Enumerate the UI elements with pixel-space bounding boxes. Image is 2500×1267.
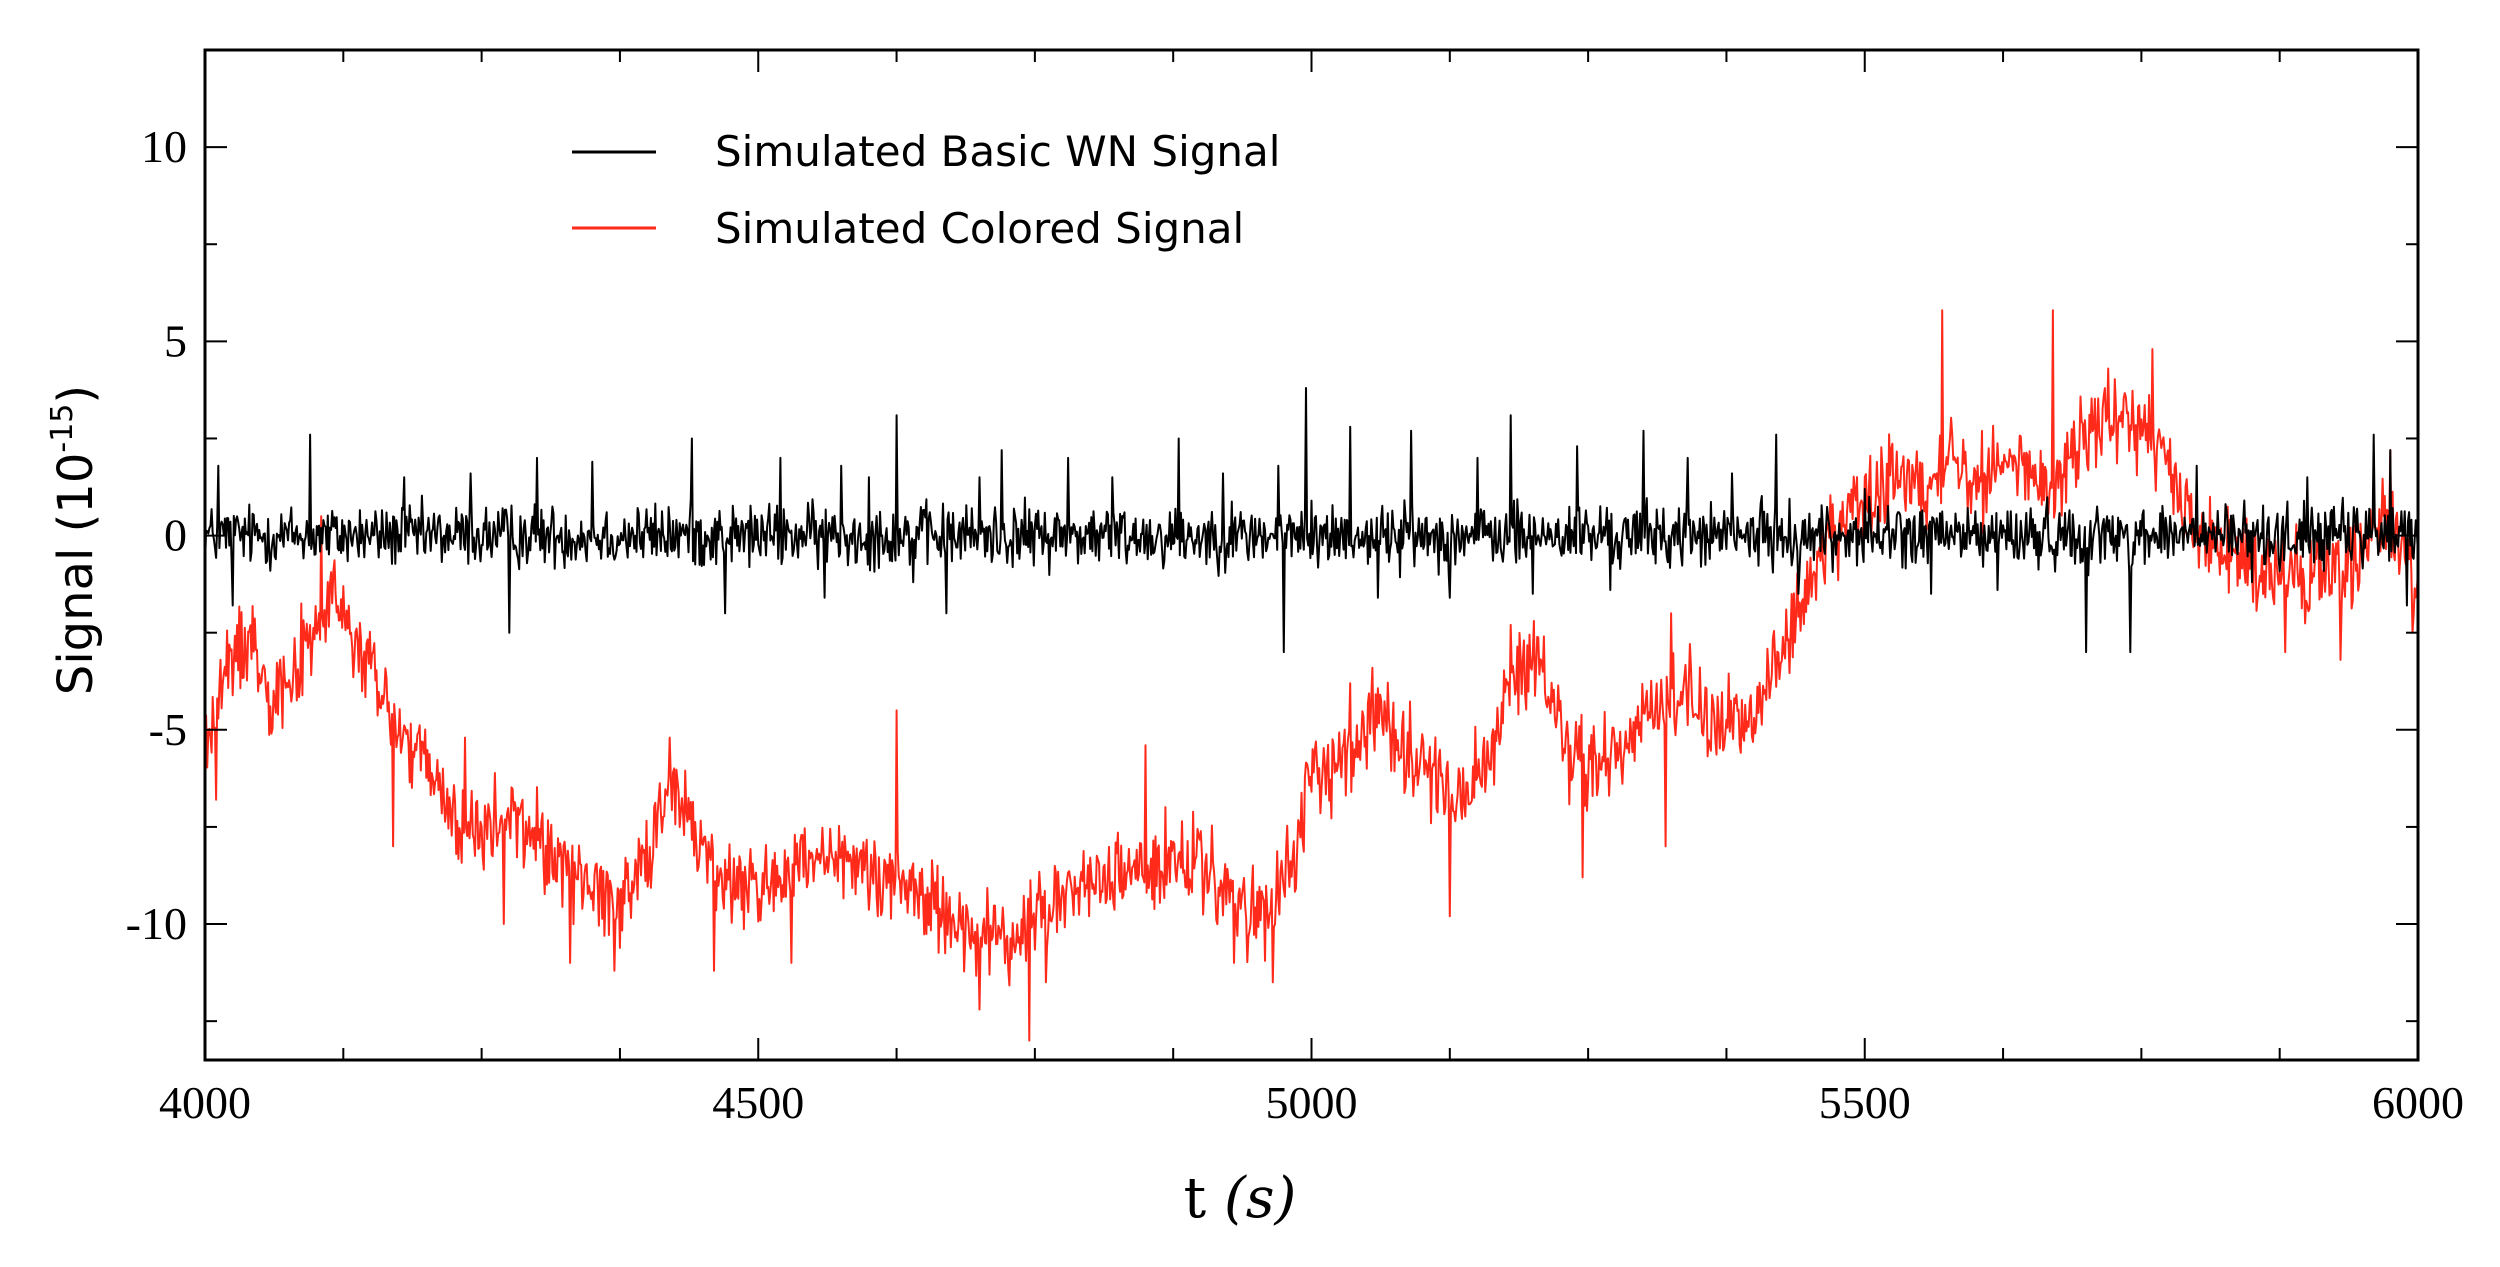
x-tick-label: 4000 (159, 1077, 251, 1128)
legend-label-colored: Simulated Colored Signal (715, 204, 1244, 253)
series-wn-signal (204, 387, 2419, 654)
x-tick-label: 6000 (2372, 1077, 2464, 1128)
y-tick-label: 5 (164, 315, 187, 366)
y-axis-title-exponent: -15 (45, 404, 80, 453)
y-tick-label: 0 (164, 510, 187, 561)
y-tick-label: -5 (149, 704, 187, 755)
x-axis-title: t (s) (1184, 1166, 1297, 1231)
series-layer (204, 309, 2419, 1042)
y-tick-label: 10 (141, 121, 187, 172)
y-axis-title-close: ) (48, 385, 104, 404)
legend: Simulated Basic WN Signal Simulated Colo… (572, 127, 1280, 253)
x-axis-title-prefix: t (1184, 1166, 1224, 1231)
x-tick-label: 5500 (1819, 1077, 1911, 1128)
series-colored-signal (204, 309, 2419, 1042)
x-axis-title-unit: (s) (1224, 1166, 1296, 1231)
tick-labels-layer: 4000 4500 5000 5500 6000 -10 -5 0 5 10 (126, 121, 2464, 1128)
y-axis-title-base: Signal (10 (48, 453, 104, 696)
x-tick-label: 5000 (1266, 1077, 1358, 1128)
legend-label-wn: Simulated Basic WN Signal (715, 127, 1280, 176)
ticks-layer (204, 49, 2419, 1060)
y-tick-label: -10 (126, 898, 187, 949)
x-tick-label: 4500 (712, 1077, 804, 1128)
y-axis-title: Signal (10-15) (45, 385, 104, 695)
